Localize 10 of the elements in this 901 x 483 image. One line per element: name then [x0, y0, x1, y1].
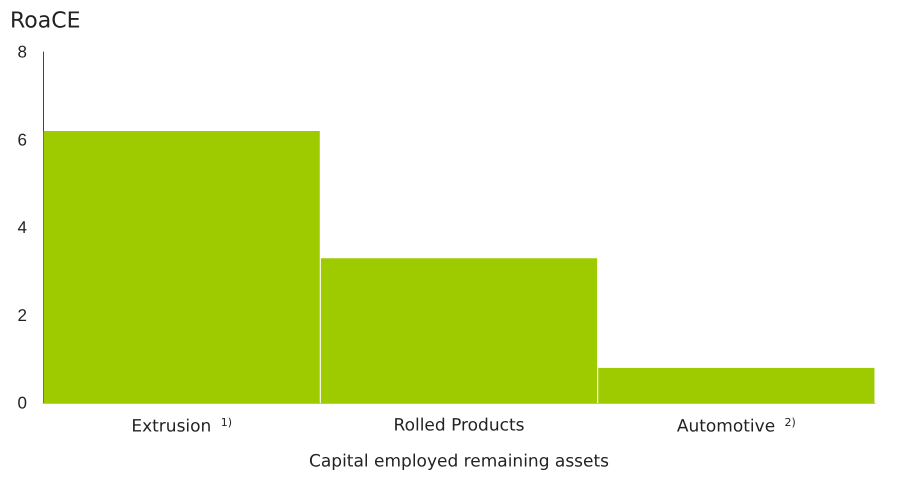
- x-axis-title: Capital employed remaining assets: [308, 452, 610, 472]
- x-tick-label: Automotive 2): [676, 416, 796, 436]
- y-tick-label: 6: [18, 130, 27, 150]
- y-tick-label: 4: [18, 218, 27, 237]
- y-tick-label: 0: [18, 394, 27, 412]
- x-tick-label: Extrusion 1): [131, 416, 232, 436]
- y-axis-title: RoaCE: [10, 8, 81, 34]
- y-tick-label: 8: [18, 42, 27, 62]
- x-tick-label: Rolled Products: [394, 416, 525, 436]
- y-tick-label: 2: [18, 306, 27, 325]
